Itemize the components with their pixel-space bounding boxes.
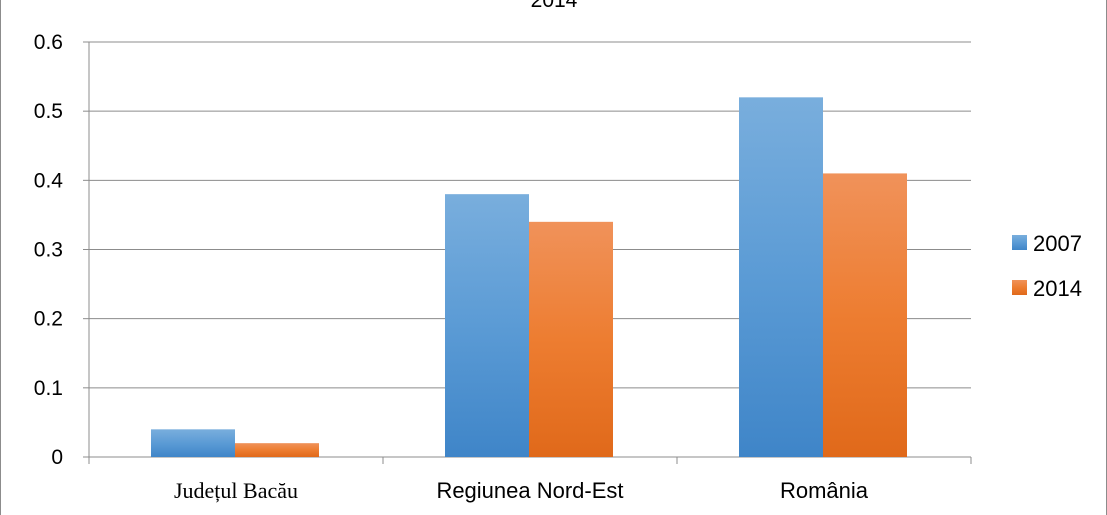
y-tick-label: 0 <box>51 446 63 469</box>
legend: 2007 2014 <box>1012 231 1082 301</box>
bars <box>151 97 907 457</box>
x-tick-labels: Județul Bacău Regiunea Nord-Est România <box>174 478 869 503</box>
x-tick-label: Județul Bacău <box>174 478 298 503</box>
bar-2014-1 <box>529 221 613 457</box>
legend-swatch <box>1012 235 1027 250</box>
y-tick-labels: 0 0.1 0.2 0.3 0.4 0.5 0.6 <box>34 31 64 469</box>
bar-2014-2 <box>823 173 907 457</box>
bar-2007-2 <box>739 97 823 457</box>
legend-swatch <box>1012 280 1027 295</box>
y-tick-label: 0.1 <box>34 377 63 400</box>
x-tick-label: Regiunea Nord-Est <box>436 478 623 503</box>
y-tick-label: 0.2 <box>34 308 63 331</box>
y-tick-label: 0.5 <box>34 100 63 123</box>
y-tick-label: 0.6 <box>34 31 63 54</box>
legend-label: 2007 <box>1033 231 1082 256</box>
legend-label: 2014 <box>1033 276 1082 301</box>
x-tick-label: România <box>780 478 869 503</box>
y-tick-label: 0.3 <box>34 239 63 262</box>
bar-2007-0 <box>151 429 235 457</box>
y-tick-label: 0.4 <box>34 169 64 192</box>
chart-title: 2014 <box>531 0 578 12</box>
bar-2007-1 <box>445 194 529 457</box>
bar-2014-0 <box>235 443 319 457</box>
